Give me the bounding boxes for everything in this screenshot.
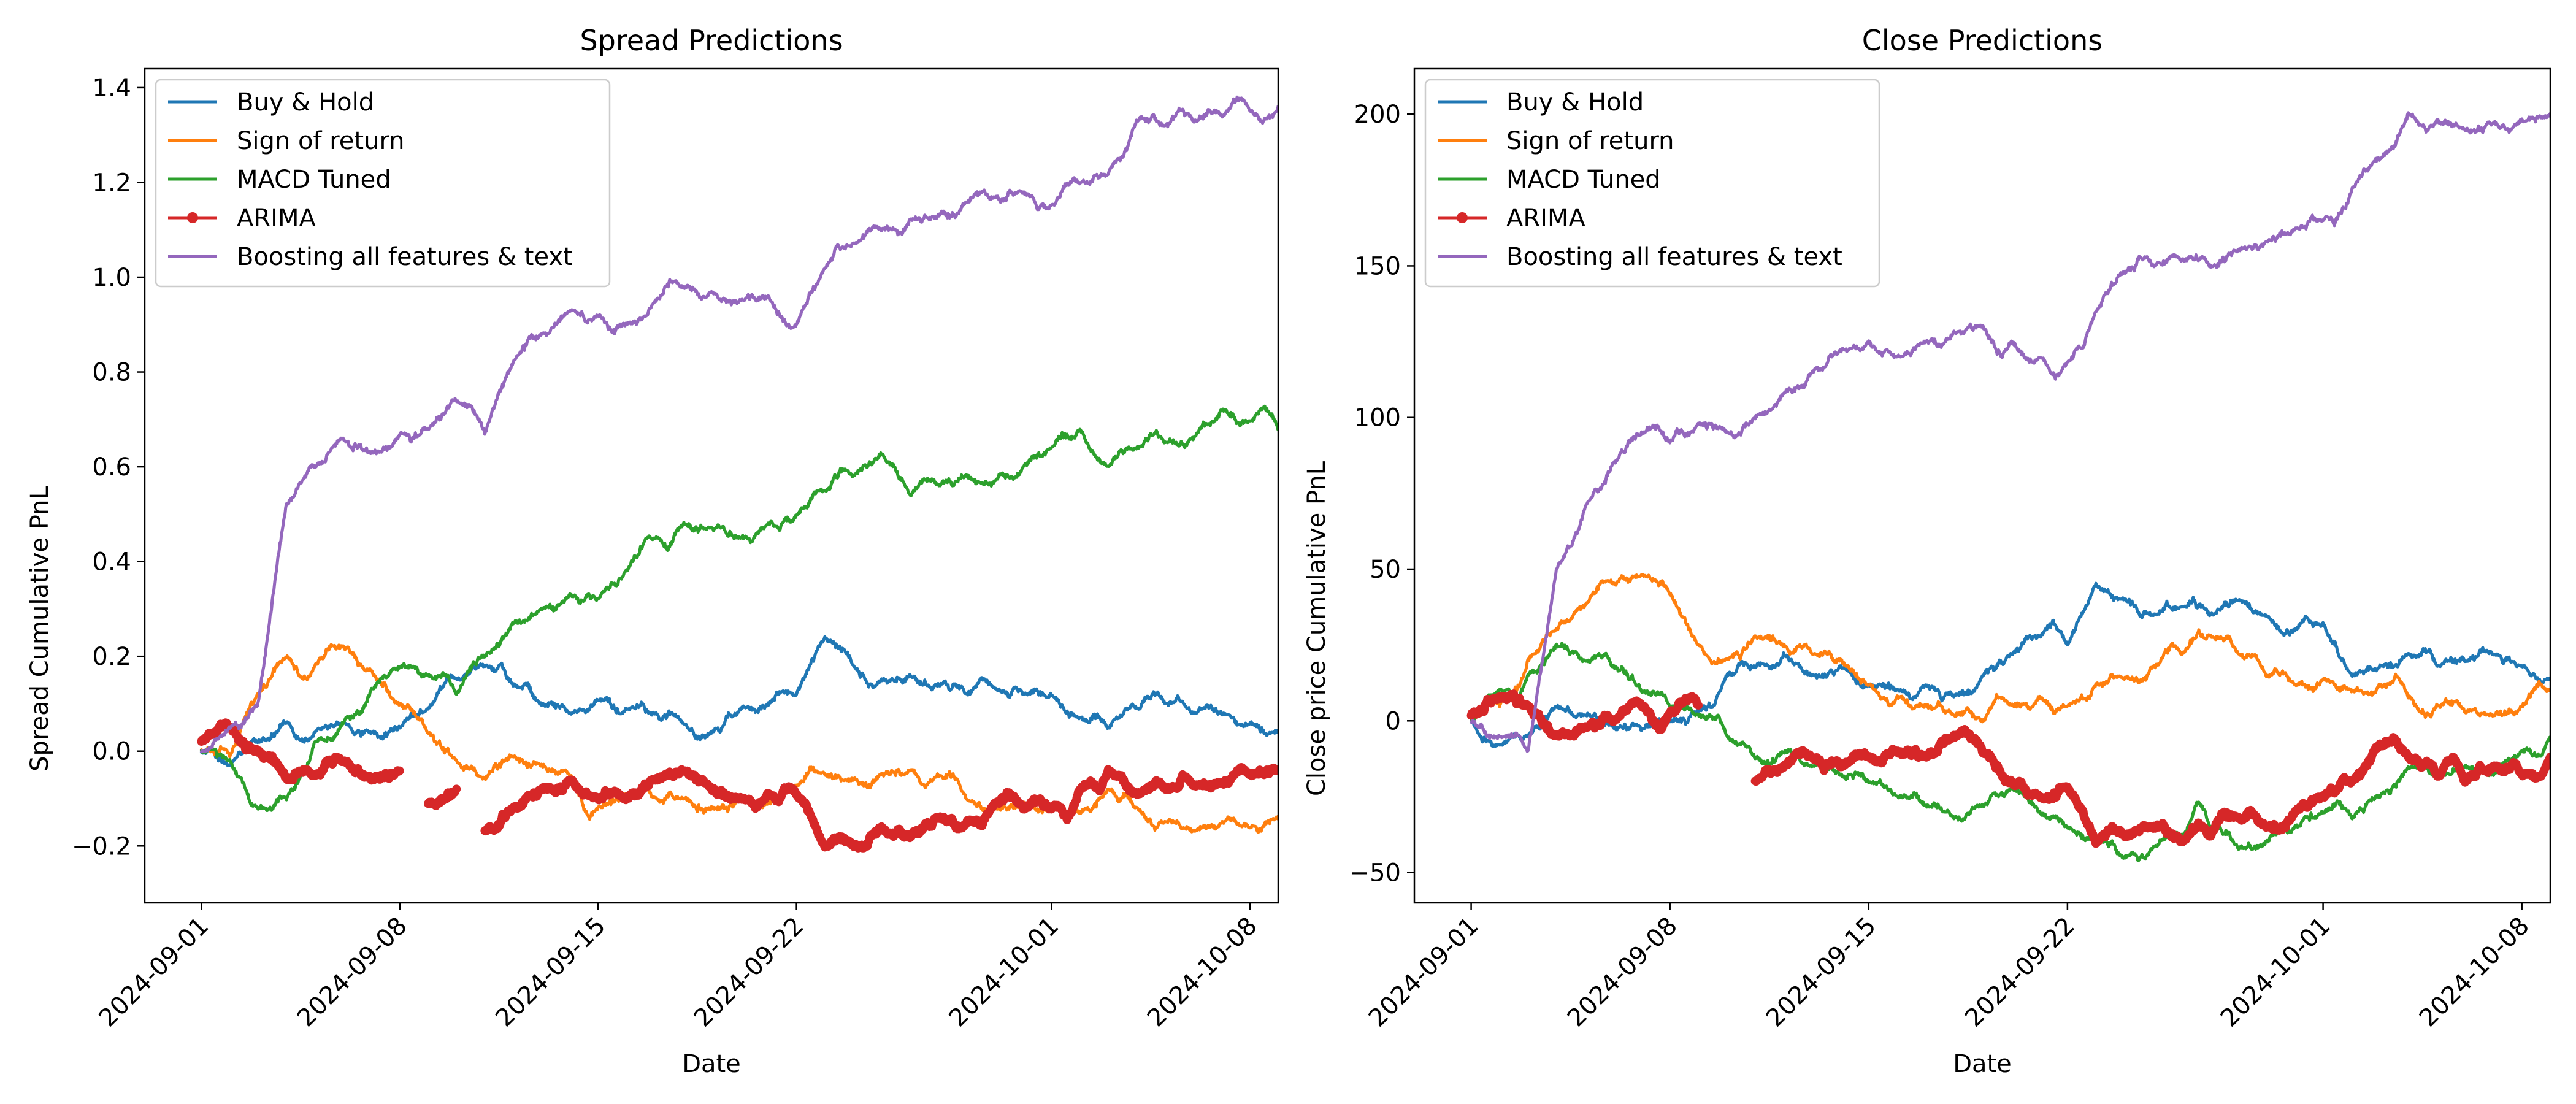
series-line-macd-tuned	[199, 404, 1278, 813]
legend-label-macd-tuned: MACD Tuned	[1506, 166, 1661, 194]
y-tick-label: 150	[1354, 252, 1401, 280]
series-line-arima	[1466, 689, 2550, 848]
axes-frame	[144, 67, 1279, 904]
legend-marker-arima	[1457, 212, 1468, 223]
y-tick-label: −0.2	[72, 832, 131, 861]
legend-label-sign-of-return: Sign of return	[1506, 127, 1674, 155]
x-axis-label: Date	[682, 1050, 741, 1078]
y-tick-label: 100	[1354, 404, 1401, 432]
legend-label-arima: ARIMA	[237, 204, 316, 232]
y-tick-label: −50	[1349, 859, 1401, 887]
legend-label-arima: ARIMA	[1506, 204, 1585, 232]
legend-label-buy-hold: Buy & Hold	[237, 88, 374, 117]
series-lines	[197, 95, 1278, 853]
legend-label-sign-of-return: Sign of return	[237, 127, 405, 155]
series-line-sign-of-return	[1470, 573, 2550, 724]
chart-title: Spread Predictions	[580, 24, 843, 57]
series-lines	[1466, 111, 2550, 862]
legend-box	[1424, 79, 1880, 288]
y-axis-label: Close price Cumulative PnL	[1303, 461, 1331, 796]
legend-label-boosting-all-features-text: Boosting all features & text	[1506, 243, 1842, 271]
legend-box	[155, 79, 611, 288]
legend-marker-arima	[187, 212, 198, 223]
series-line-boosting-all-features-text	[199, 95, 1278, 754]
legend: Buy & Hold Sign of return MACD Tuned ARIMA B…	[1424, 79, 1880, 288]
series-line-buy-hold	[1470, 581, 2550, 748]
series-line-arima	[197, 718, 1278, 853]
y-tick-label: 200	[1354, 101, 1401, 129]
series-line-boosting-all-features-text	[1470, 111, 2550, 753]
y-tick-label: 0.6	[92, 453, 131, 481]
y-tick-label: 0	[1386, 707, 1401, 735]
legend-label-macd-tuned: MACD Tuned	[237, 166, 391, 194]
y-tick-label: 0.4	[92, 548, 131, 577]
y-tick-label: 0.8	[92, 359, 131, 387]
chart-title: Close Predictions	[1862, 24, 2103, 57]
y-tick-label: 0.0	[92, 738, 131, 766]
series-line-macd-tuned	[1470, 642, 2550, 862]
y-tick-label: 1.4	[92, 74, 131, 102]
series-line-buy-hold	[199, 635, 1278, 767]
axes-frame	[1413, 67, 2551, 904]
y-axis-label: Spread Cumulative PnL	[26, 485, 54, 771]
legend: Buy & Hold Sign of return MACD Tuned ARIMA B…	[155, 79, 611, 288]
y-tick-label: 1.2	[92, 169, 131, 197]
legend-label-boosting-all-features-text: Boosting all features & text	[237, 243, 573, 271]
legend-label-buy-hold: Buy & Hold	[1506, 88, 1644, 117]
y-tick-label: 1.0	[92, 264, 131, 292]
y-tick-label: 0.2	[92, 643, 131, 671]
y-tick-label: 50	[1370, 556, 1401, 584]
x-axis-label: Date	[1953, 1050, 2012, 1078]
